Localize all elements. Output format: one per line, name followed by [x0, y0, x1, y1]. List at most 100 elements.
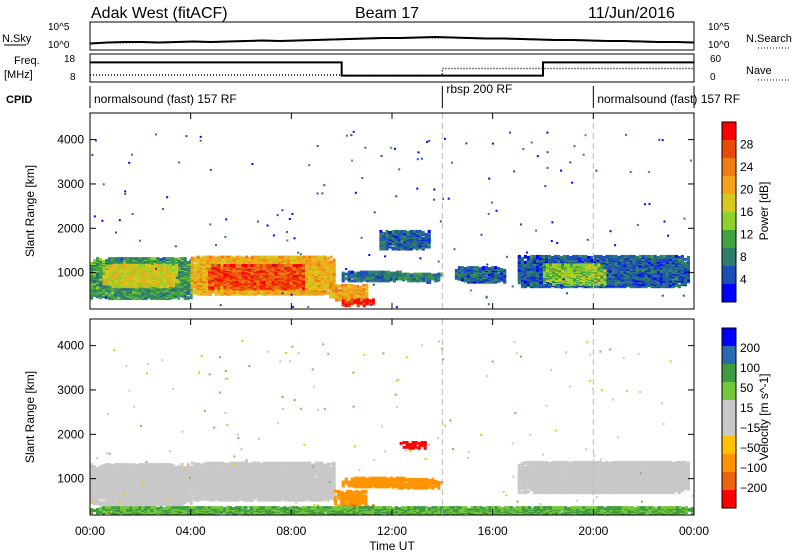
- heatmap-cell: [428, 230, 431, 233]
- heatmap-cell: [473, 266, 476, 269]
- heatmap-cell: [227, 256, 230, 259]
- heatmap-cell: [344, 284, 347, 287]
- heatmap-cell: [251, 264, 254, 267]
- heatmap-cell: [206, 256, 209, 259]
- heatmap-cell: [302, 281, 305, 284]
- heatmap-cell: [197, 262, 200, 265]
- heatmap-cell: [422, 273, 425, 276]
- heatmap-cell: [269, 264, 272, 267]
- heatmap-cell: [379, 233, 382, 236]
- heatmap-cell: [118, 275, 121, 278]
- heatmap-cell: [422, 237, 425, 240]
- heatmap-cell: [369, 271, 372, 274]
- frequency-step-line: [90, 62, 694, 75]
- heatmap-cell: [220, 267, 223, 270]
- heatmap-cell: [329, 285, 332, 288]
- heatmap-cell: [99, 258, 102, 261]
- heatmap-cell: [321, 256, 324, 259]
- heatmap-cell: [375, 271, 378, 274]
- heatmap-cell: [382, 248, 385, 251]
- heatmap-cell: [305, 256, 308, 259]
- heatmap-cell: [360, 301, 363, 304]
- heatmap-cell: [112, 264, 115, 267]
- heatmap-cell: [354, 299, 357, 302]
- heatmap-cell: [239, 264, 242, 267]
- heatmap-cell: [302, 267, 305, 270]
- heatmap-cell: [206, 259, 209, 262]
- heatmap-cell: [103, 282, 106, 285]
- heatmap-cell: [106, 270, 109, 273]
- heatmap-cell: [378, 271, 381, 274]
- heatmap-cell: [395, 230, 398, 233]
- heatmap-cell: [108, 257, 111, 260]
- heatmap-cell: [284, 264, 287, 267]
- heatmap-cell: [315, 272, 318, 275]
- heatmap-cell: [133, 264, 136, 267]
- heatmap-cell: [365, 291, 368, 294]
- heatmap-cell: [324, 256, 327, 259]
- heatmap-cell: [251, 256, 254, 259]
- heatmap-cell: [351, 279, 354, 282]
- heatmap-cell: [260, 264, 263, 267]
- heatmap-cell: [404, 273, 407, 276]
- nave-tick-top: 60: [710, 54, 722, 65]
- freq-unit-label: [MHz]: [4, 69, 33, 81]
- heatmap-cell: [299, 268, 302, 271]
- heatmap-cell: [254, 256, 257, 259]
- heatmap-cell: [335, 288, 338, 291]
- heatmap-cell: [190, 296, 193, 299]
- heatmap-cell: [214, 267, 217, 270]
- heatmap-cell: [263, 256, 266, 259]
- heatmap-cell: [275, 264, 278, 267]
- heatmap-cell: [308, 256, 311, 259]
- cpid-segment-label: normalsound (fast) 157 RF: [597, 92, 740, 106]
- heatmap-cell: [398, 277, 401, 280]
- heatmap-cell: [347, 284, 350, 287]
- heatmap-cell: [461, 266, 464, 269]
- heatmap-cell: [293, 264, 296, 267]
- heatmap-cell: [357, 272, 360, 275]
- heatmap-cell: [132, 257, 135, 260]
- heatmap-cell: [366, 271, 369, 274]
- heatmap-cell: [348, 300, 351, 303]
- heatmap-cell: [363, 271, 366, 274]
- heatmap-cell: [281, 264, 284, 267]
- heatmap-cell: [217, 285, 220, 288]
- heatmap-cell: [148, 264, 151, 267]
- heatmap-cell: [351, 271, 354, 274]
- heatmap-cell: [345, 301, 348, 304]
- heatmap-cell: [389, 231, 392, 234]
- heatmap-cell: [382, 235, 385, 238]
- heatmap-cell: [233, 257, 236, 260]
- heatmap-cell: [223, 264, 226, 267]
- heatmap-cell: [359, 286, 362, 289]
- heatmap-cell: [175, 264, 178, 267]
- heatmap-cell: [169, 264, 172, 267]
- heatmap-cell: [197, 256, 200, 259]
- heatmap-cell: [263, 264, 266, 267]
- heatmap-cell: [407, 273, 410, 276]
- heatmap-cell: [242, 257, 245, 260]
- heatmap-cell: [114, 257, 117, 260]
- heatmap-cell: [348, 271, 351, 274]
- heatmap-cell: [194, 291, 197, 294]
- heatmap-cell: [329, 295, 332, 298]
- heatmap-cell: [169, 257, 172, 260]
- heatmap-cell: [109, 265, 112, 268]
- heatmap-cell: [120, 257, 123, 260]
- heatmap-cell: [121, 264, 124, 267]
- heatmap-cell: [392, 247, 395, 250]
- heatmap-cell: [211, 264, 214, 267]
- heatmap-cell: [224, 256, 227, 259]
- heatmap-cell: [141, 257, 144, 260]
- heatmap-cell: [390, 272, 393, 275]
- frequency-series: [90, 62, 694, 75]
- heatmap-cell: [111, 257, 114, 260]
- heatmap-cell: [290, 264, 293, 267]
- heatmap-cell: [181, 257, 184, 260]
- heatmap-cell: [157, 264, 160, 267]
- heatmap-cell: [212, 256, 215, 259]
- heatmap-cell: [431, 274, 434, 277]
- heatmap-cell: [379, 230, 382, 233]
- heatmap-cell: [284, 256, 287, 259]
